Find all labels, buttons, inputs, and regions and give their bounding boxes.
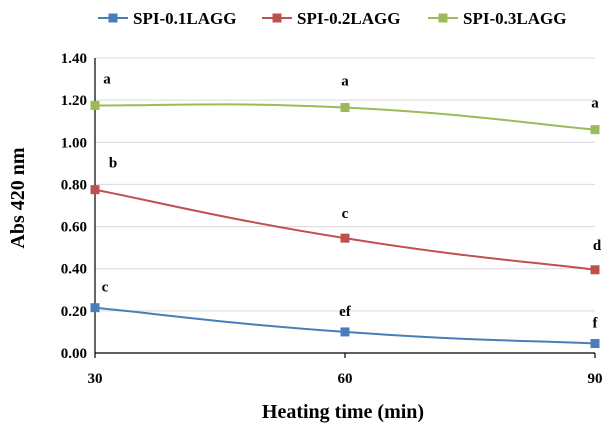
data-point-marker — [340, 233, 350, 243]
data-point-marker — [90, 303, 100, 313]
data-point-marker — [90, 100, 100, 110]
x-tick-label: 90 — [588, 371, 603, 387]
data-label: d — [593, 238, 602, 254]
legend-item-spi-0-3lagg: SPI-0.3LAGG — [428, 9, 566, 28]
grid-lines — [95, 57, 595, 312]
y-tick-label: 0.00 — [61, 346, 87, 362]
y-tick-label: 1.00 — [61, 135, 87, 151]
y-tick-label: 0.20 — [61, 304, 87, 320]
legend-label: SPI-0.1LAGG — [133, 9, 236, 28]
data-label: c — [102, 280, 109, 296]
data-point-marker — [590, 125, 600, 135]
y-tick-label: 0.60 — [61, 220, 87, 236]
chart-legend: SPI-0.1LAGG SPI-0.2LAGG SPI-0.3LAGG — [98, 9, 566, 28]
y-axis-ticks: 0.00 0.20 0.40 0.60 0.80 1.00 1.20 1.40 — [61, 51, 87, 362]
y-tick-label: 0.40 — [61, 262, 87, 278]
series-spi-0-1lagg — [90, 303, 600, 349]
data-labels-layer: c ef f b c d a a a — [102, 71, 602, 331]
data-point-marker — [590, 339, 600, 349]
series-layer — [90, 100, 600, 349]
y-tick-label: 1.40 — [61, 51, 87, 67]
x-axis-ticks: 30 60 90 — [88, 353, 603, 387]
y-axis-title: Abs 420 nm — [7, 147, 29, 248]
data-point-marker — [90, 185, 100, 195]
legend-label: SPI-0.2LAGG — [297, 9, 400, 28]
legend-item-spi-0-2lagg: SPI-0.2LAGG — [262, 9, 400, 28]
y-tick-label: 1.20 — [61, 93, 87, 109]
legend-marker — [438, 13, 448, 23]
data-point-marker — [340, 327, 350, 337]
series-spi-0-3lagg — [90, 100, 600, 135]
data-label: ef — [339, 304, 352, 320]
data-label: a — [103, 71, 111, 87]
legend-marker — [108, 13, 118, 23]
data-label: f — [593, 316, 599, 332]
data-point-marker — [590, 265, 600, 275]
data-label: a — [341, 74, 349, 90]
x-tick-label: 60 — [338, 371, 353, 387]
data-label: c — [342, 206, 349, 222]
legend-label: SPI-0.3LAGG — [463, 9, 566, 28]
data-point-marker — [340, 103, 350, 113]
data-label: a — [591, 96, 599, 112]
legend-marker — [272, 13, 282, 23]
series-line — [94, 188, 596, 271]
data-label: b — [109, 156, 117, 172]
legend-item-spi-0-1lagg: SPI-0.1LAGG — [98, 9, 236, 28]
series-spi-0-2lagg — [90, 185, 600, 275]
x-tick-label: 30 — [88, 371, 103, 387]
x-axis-title: Heating time (min) — [262, 401, 424, 423]
y-tick-label: 0.80 — [61, 177, 87, 193]
